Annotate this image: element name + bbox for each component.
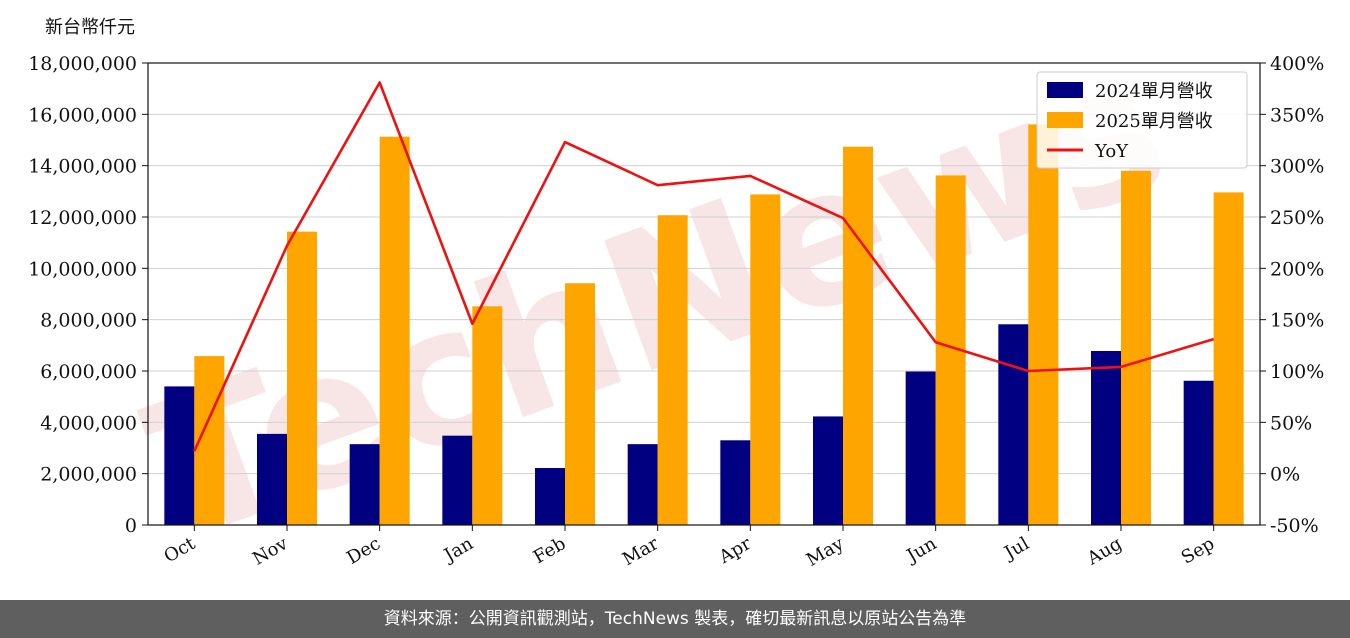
y-left-tick-label: 14,000,000 (28, 156, 137, 178)
y-right-tick-label: 100% (1270, 361, 1324, 383)
bar-2024 (720, 440, 751, 525)
bar-2024 (257, 433, 287, 525)
bar-2024 (535, 468, 565, 525)
bar-2024 (442, 435, 473, 525)
bar-2024 (349, 444, 380, 525)
bar-2025 (1121, 170, 1151, 526)
bar-2025 (657, 215, 688, 525)
x-tick-label: Feb (530, 533, 570, 568)
legend-label-1: 2025單月營收 (1095, 111, 1213, 132)
legend: 2024單月營收 2025單月營收 YoY (1036, 71, 1248, 169)
y-right-tick-label: -50% (1270, 515, 1319, 537)
bar-2025 (843, 146, 873, 525)
x-tick-label: Dec (343, 533, 384, 569)
bar-2024 (905, 371, 936, 525)
bars-group (164, 124, 1244, 526)
bar-2025 (1213, 192, 1244, 526)
bar-2025 (750, 194, 781, 525)
x-tick-label: May (803, 533, 848, 571)
bar-2024 (1091, 350, 1121, 525)
plot-frame (147, 62, 1261, 526)
y-axis-unit-label: 新台幣仟元 (45, 17, 135, 38)
y-right-tick-label: 150% (1270, 310, 1324, 332)
bar-2024 (164, 386, 195, 525)
legend-swatch-1 (1047, 112, 1083, 128)
bar-2025 (472, 306, 503, 525)
source-footer: 資料來源：公開資訊觀測站，TechNews 製表，確切最新訊息以原站公告為準 (0, 600, 1350, 638)
bar-2025 (565, 283, 595, 525)
y-right-tick-label: 400% (1270, 53, 1324, 75)
y-right-tick-label: 50% (1270, 412, 1312, 434)
legend-swatch-0 (1047, 82, 1083, 98)
y-left-tick-label: 4,000,000 (40, 412, 137, 434)
y-right-tick-label: 250% (1270, 207, 1324, 229)
y-left-tick-label: 12,000,000 (28, 207, 137, 229)
y-left-tick-label: 10,000,000 (28, 258, 137, 280)
y-left-tick-label: 8,000,000 (40, 310, 137, 332)
revenue-chart: TechNews 新台幣仟元 02,000,0004,000,0006,000,… (28, 14, 1324, 583)
yoy-line (193, 81, 1215, 452)
y-left-tick-label: 16,000,000 (28, 104, 137, 126)
y-right-tick-label: 350% (1270, 104, 1324, 126)
x-tick-label: Jan (439, 533, 477, 567)
y-left-tick-label: 0 (125, 515, 137, 537)
legend-box (1036, 71, 1248, 169)
x-tick-label: Jul (999, 533, 1033, 565)
y-left-tick-label: 18,000,000 (28, 53, 137, 75)
x-tick-label: Jun (902, 533, 941, 568)
x-tick-label: Sep (1178, 533, 1218, 568)
y-right-tick-label: 0% (1270, 464, 1300, 486)
bar-2025 (1028, 124, 1059, 526)
bar-2024 (998, 324, 1029, 525)
y-right-tick-label: 200% (1270, 258, 1324, 280)
y-left-tick-label: 6,000,000 (40, 361, 137, 383)
legend-label-2: YoY (1094, 141, 1129, 162)
legend-label-0: 2024單月營收 (1095, 81, 1213, 102)
y-left-tick-label: 2,000,000 (40, 464, 137, 486)
x-tick-label: Aug (1083, 533, 1126, 570)
bar-2024 (627, 444, 658, 525)
y-right-tick-label: 300% (1270, 156, 1324, 178)
yoy-line-group (193, 81, 1215, 452)
bar-2024 (1183, 380, 1214, 525)
bar-2025 (287, 231, 317, 525)
bar-2024 (813, 416, 843, 525)
bar-2025 (379, 136, 410, 525)
x-tick-label: Apr (715, 533, 755, 568)
x-tick-label: Mar (619, 533, 663, 570)
